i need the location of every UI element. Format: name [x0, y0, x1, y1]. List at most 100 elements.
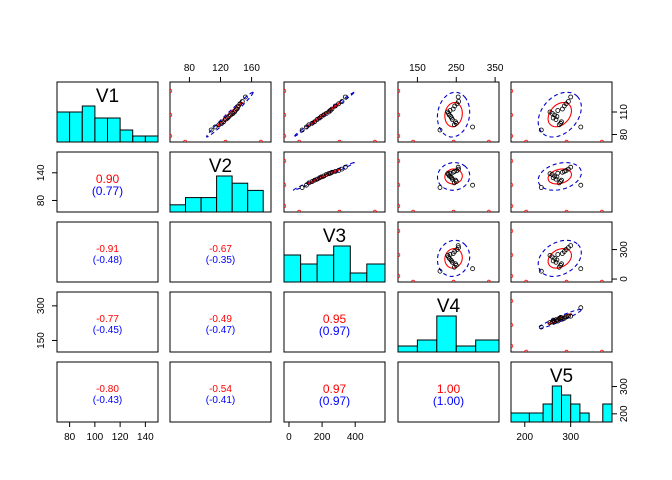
data-point: [578, 182, 584, 188]
data-point: [547, 171, 553, 177]
data-point: [342, 94, 348, 100]
data-point: [314, 176, 320, 182]
data-point: [453, 119, 458, 125]
tick-label: 350: [487, 63, 504, 74]
histogram-bar: [579, 412, 590, 423]
histogram-bar: [144, 135, 159, 143]
outer-ellipse: [436, 91, 471, 138]
rug-mark: [511, 298, 514, 304]
panel-v5-v2: [169, 361, 272, 423]
rug-mark: [564, 349, 569, 352]
panel-v2-v4: [397, 151, 500, 213]
variable-label-v5: V5: [550, 366, 573, 387]
correlation-paren: (-0.43): [93, 395, 122, 406]
inner-ellipse: [444, 101, 463, 128]
data-point: [448, 114, 454, 119]
correlation-paren: (0.97): [319, 324, 350, 338]
histogram-bar: [247, 189, 264, 213]
panel-v3-v5: [510, 221, 613, 283]
tick-label: 300: [36, 297, 47, 314]
data-point: [547, 109, 553, 115]
panel-content: [511, 88, 605, 142]
tick-label: 80: [36, 195, 47, 207]
data-point: [578, 124, 584, 130]
tick-label: 200: [314, 432, 331, 443]
data-point: [208, 127, 214, 133]
rug-mark: [564, 209, 569, 212]
tick-label: 200: [619, 405, 630, 422]
rug-mark: [599, 209, 605, 212]
histogram-v2: [169, 175, 264, 213]
panel-v1-v4: [397, 81, 500, 143]
variable-label-v1: V1: [96, 86, 119, 107]
data-point: [299, 185, 305, 190]
scatter-v1-vs-v3: [284, 88, 378, 142]
data-point: [555, 252, 561, 257]
data-point: [568, 94, 574, 100]
rug-mark: [511, 343, 514, 349]
data-point: [336, 101, 342, 107]
panel-v5-v4: [397, 361, 500, 423]
tick-label: 150: [36, 332, 47, 349]
data-point: [552, 319, 557, 324]
data-point: [437, 268, 443, 274]
outer-ellipse: [436, 239, 471, 277]
panel-v3-v1: [56, 221, 159, 283]
histogram-bar: [81, 105, 96, 143]
data-point: [321, 112, 327, 118]
rug-mark: [511, 203, 514, 209]
rug-mark: [284, 203, 287, 209]
correlation-paren: (-0.47): [206, 325, 235, 336]
tick-label: 80: [184, 63, 196, 74]
data-point: [556, 122, 562, 128]
data-point: [470, 266, 476, 272]
data-point: [225, 115, 230, 121]
rug-mark: [337, 209, 342, 212]
outer-ellipse: [537, 91, 582, 138]
correlation-value: -0.91: [96, 244, 119, 255]
rug-mark: [511, 182, 514, 188]
data-point: [538, 268, 544, 274]
correlation-value: 0.90: [96, 172, 120, 186]
data-point: [303, 124, 309, 130]
inner-ellipse: [305, 101, 341, 128]
data-point: [566, 313, 571, 319]
data-point: [437, 185, 443, 190]
data-point: [342, 164, 348, 170]
rug-mark: [410, 279, 416, 282]
rug-mark: [398, 203, 401, 209]
histogram-bar: [528, 412, 544, 423]
histogram-bar: [349, 272, 368, 283]
scatter-v1-vs-v2: [170, 88, 264, 142]
histogram-bar: [551, 385, 562, 423]
data-point: [329, 106, 335, 112]
data-point: [568, 243, 574, 249]
correlation-value: -0.80: [96, 384, 119, 395]
data-point: [445, 171, 451, 177]
data-point: [212, 124, 218, 130]
data-point: [456, 245, 462, 251]
data-point: [329, 169, 335, 175]
data-point: [538, 127, 544, 133]
data-point: [321, 173, 327, 179]
tick-label: 80: [64, 432, 76, 443]
rug-mark: [511, 252, 514, 258]
histogram-bar: [283, 254, 302, 283]
correlation-paren: (1.00): [433, 394, 464, 408]
panel-content: [398, 158, 492, 212]
rug-mark: [398, 133, 401, 139]
variable-label-v2: V2: [209, 156, 232, 177]
tick-label: 200: [516, 432, 533, 443]
rug-mark: [486, 139, 492, 142]
rug-mark: [486, 209, 492, 212]
tick-label: 0: [286, 432, 292, 443]
rug-mark: [398, 228, 401, 234]
data-point: [232, 108, 238, 113]
rug-mark: [599, 279, 605, 282]
rug-mark: [511, 112, 514, 118]
histogram-bar: [132, 135, 146, 143]
histogram-v1: [56, 105, 159, 143]
histogram-bar: [542, 403, 553, 423]
inner-ellipse: [547, 248, 573, 269]
